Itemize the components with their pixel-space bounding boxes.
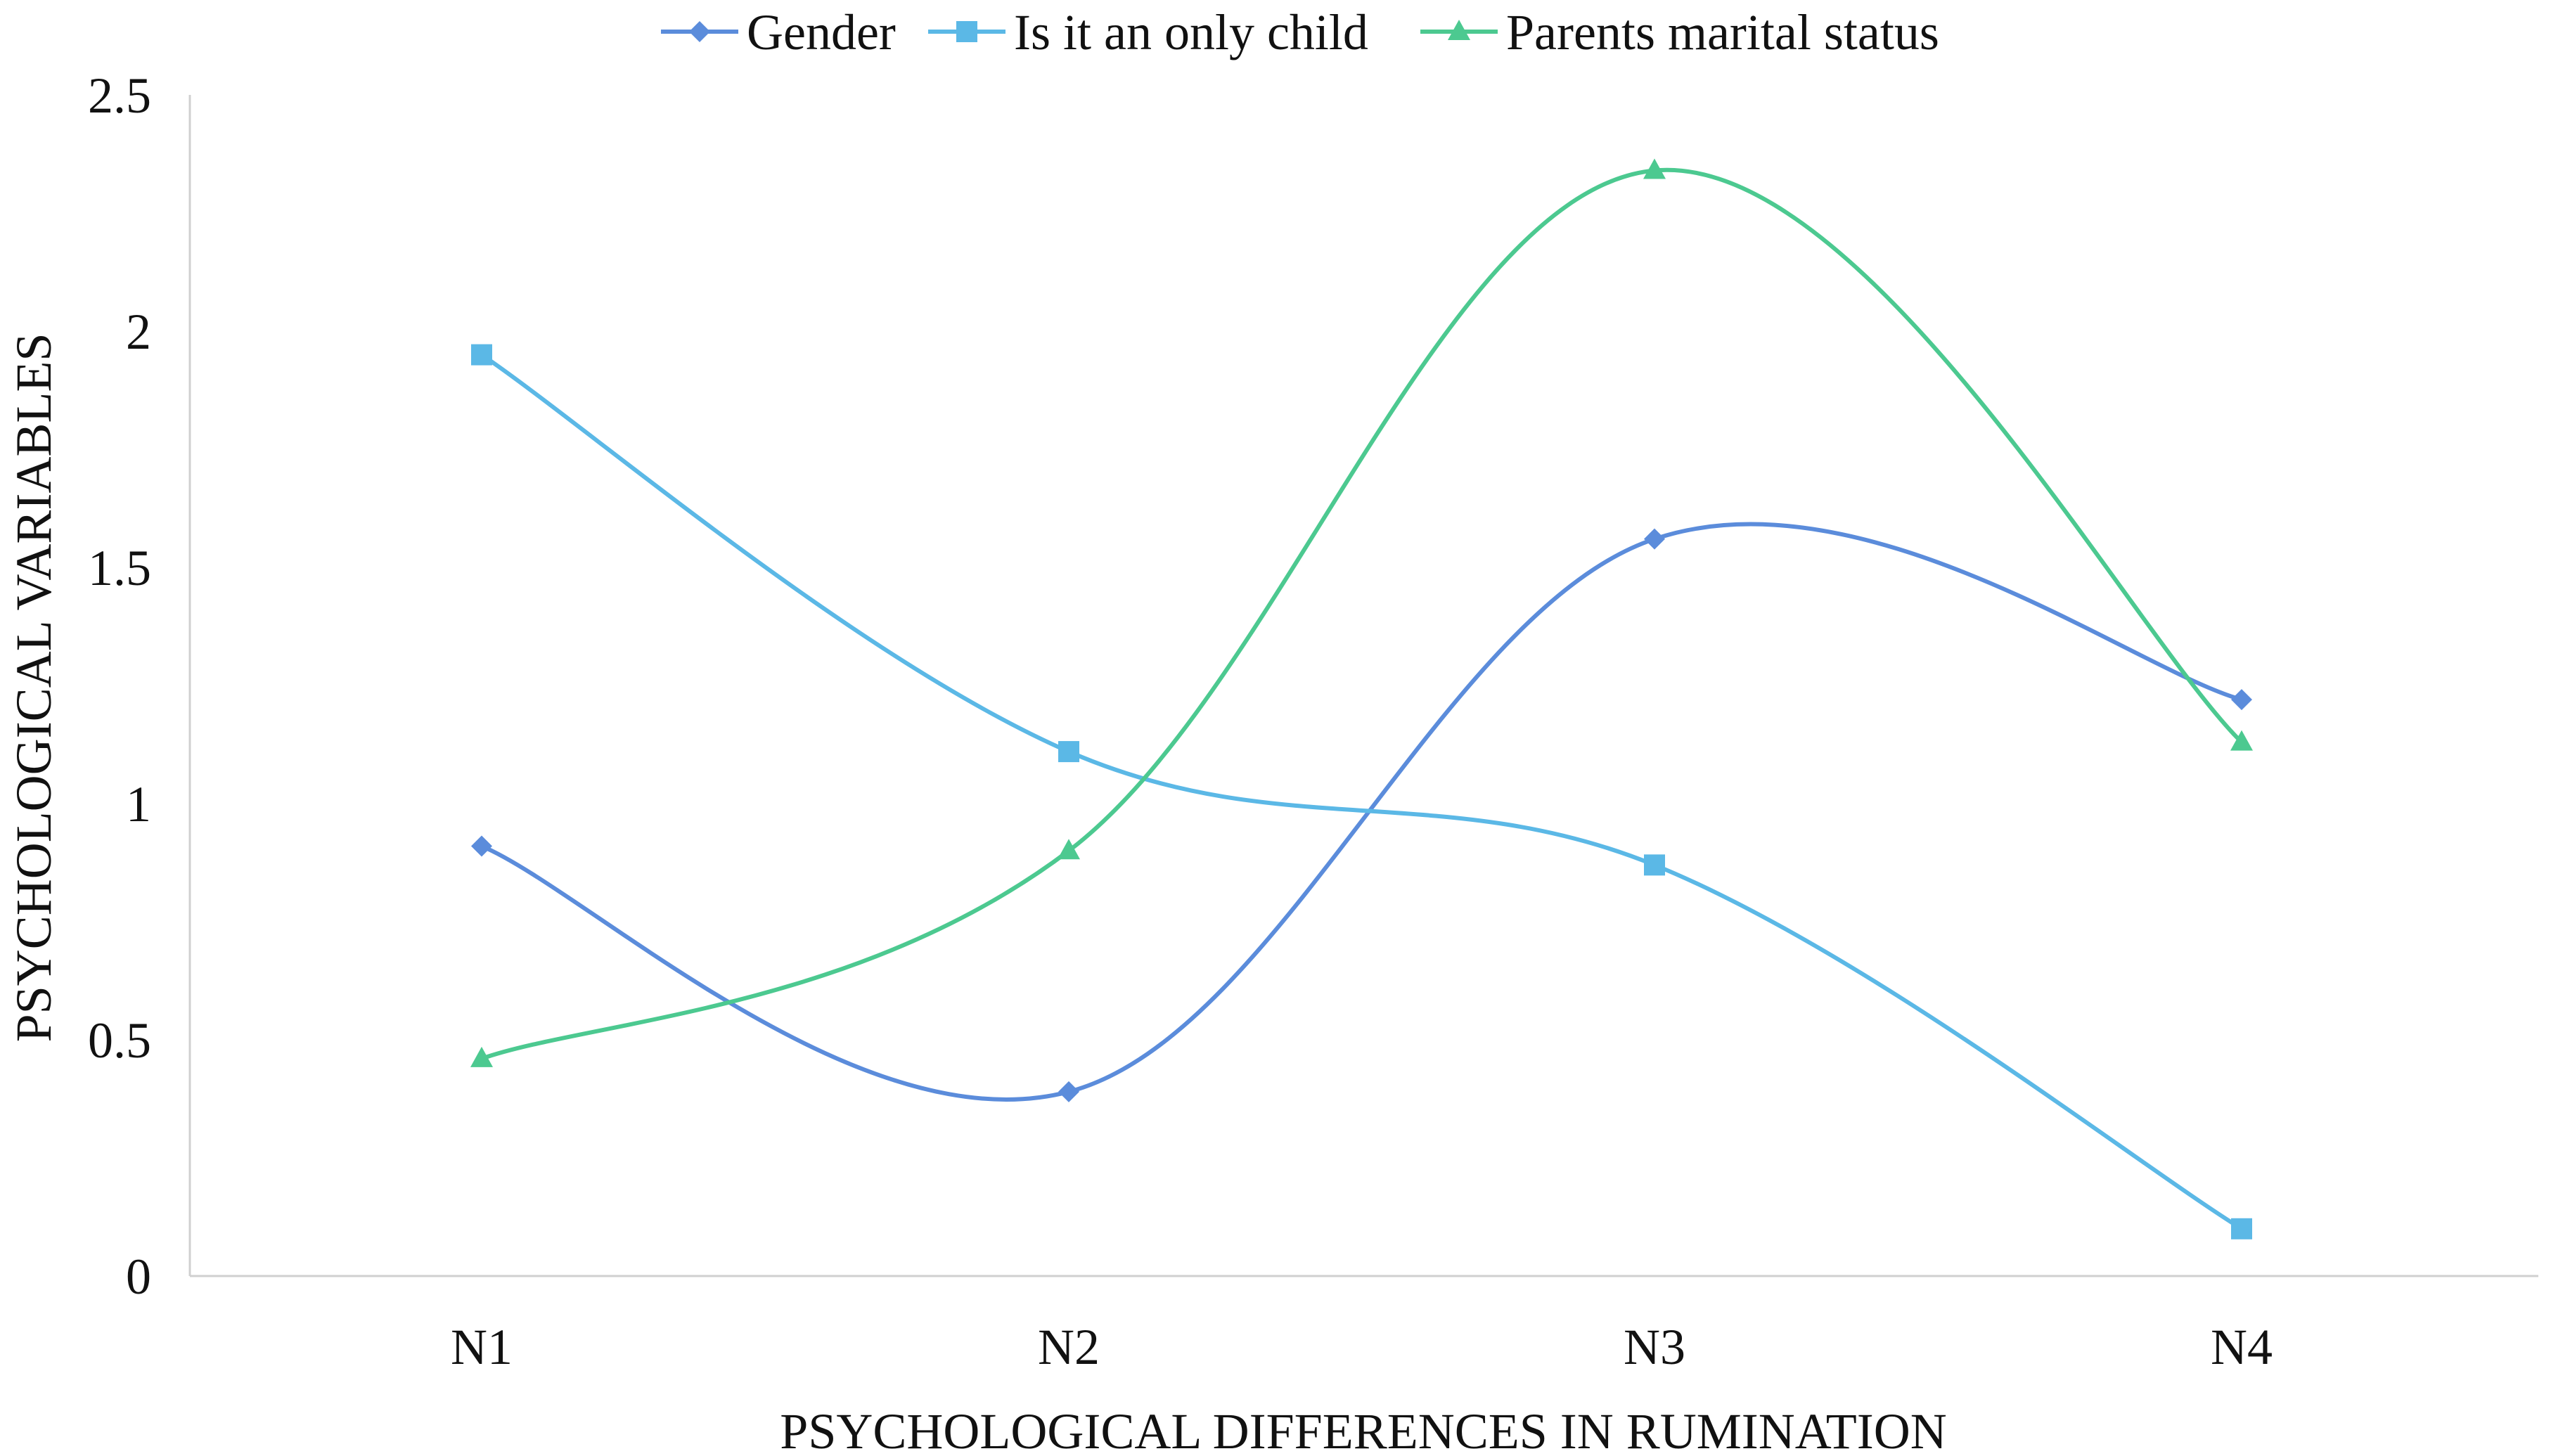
legend-entry-gender: Gender <box>661 4 896 60</box>
series-line-parents-marital-status <box>480 167 2244 1061</box>
data-point-gender <box>1644 528 1665 550</box>
data-point-is-it-an-only-child <box>471 344 492 366</box>
x-tick-label: N2 <box>1038 1319 1100 1375</box>
legend-marker-gender <box>689 21 710 42</box>
data-point-is-it-an-only-child <box>1058 741 1079 763</box>
data-point-parents-marital-status <box>1643 158 1666 179</box>
series-line-gender <box>480 522 2244 1102</box>
series-lines <box>480 167 2244 1231</box>
data-point-is-it-an-only-child <box>1644 854 1665 876</box>
y-tick-label: 1.5 <box>88 540 151 596</box>
legend-label-parents-marital-status: Parents marital status <box>1506 4 1939 60</box>
data-point-gender <box>471 835 492 857</box>
legend-label-is-it-an-only-child: Is it an only child <box>1014 4 1368 60</box>
legend-entry-parents-marital-status: Parents marital status <box>1420 4 1939 60</box>
legend-entry-is-it-an-only-child: Is it an only child <box>928 4 1368 60</box>
data-point-parents-marital-status <box>470 1046 493 1067</box>
legend-marker-is-it-an-only-child <box>956 21 977 42</box>
data-point-parents-marital-status <box>2230 730 2253 751</box>
x-tick-label: N1 <box>451 1319 513 1375</box>
y-axis-title: PSYCHOLOGICAL VARIABLES <box>6 333 62 1043</box>
y-tick-label: 1 <box>126 776 151 832</box>
series-line-is-it-an-only-child <box>480 352 2244 1231</box>
x-tick-label: N4 <box>2211 1319 2273 1375</box>
y-tick-label: 0 <box>126 1249 151 1305</box>
legend: Gender Is it an only child Parents marital… <box>661 4 1939 60</box>
y-tick-label: 2 <box>126 304 151 360</box>
x-axis-title: PSYCHOLOGICAL DIFFERENCES IN RUMINATION <box>780 1403 1946 1456</box>
data-point-gender <box>1058 1081 1079 1102</box>
legend-marker-parents-marital-status <box>1448 20 1470 40</box>
data-point-is-it-an-only-child <box>2231 1218 2252 1239</box>
data-point-gender <box>2231 689 2252 711</box>
chart-axes <box>188 95 2538 1277</box>
y-tick-label: 0.5 <box>88 1012 151 1069</box>
x-tick-label: N3 <box>1624 1319 1685 1375</box>
data-point-parents-marital-status <box>1058 839 1080 860</box>
series-markers <box>470 158 2253 1239</box>
y-tick-label: 2.5 <box>88 67 151 124</box>
legend-label-gender: Gender <box>747 4 896 60</box>
y-tick-labels: 0 0.5 1 1.5 2 2.5 <box>88 67 151 1305</box>
x-tick-labels: N1 N2 N3 N4 <box>451 1319 2273 1375</box>
